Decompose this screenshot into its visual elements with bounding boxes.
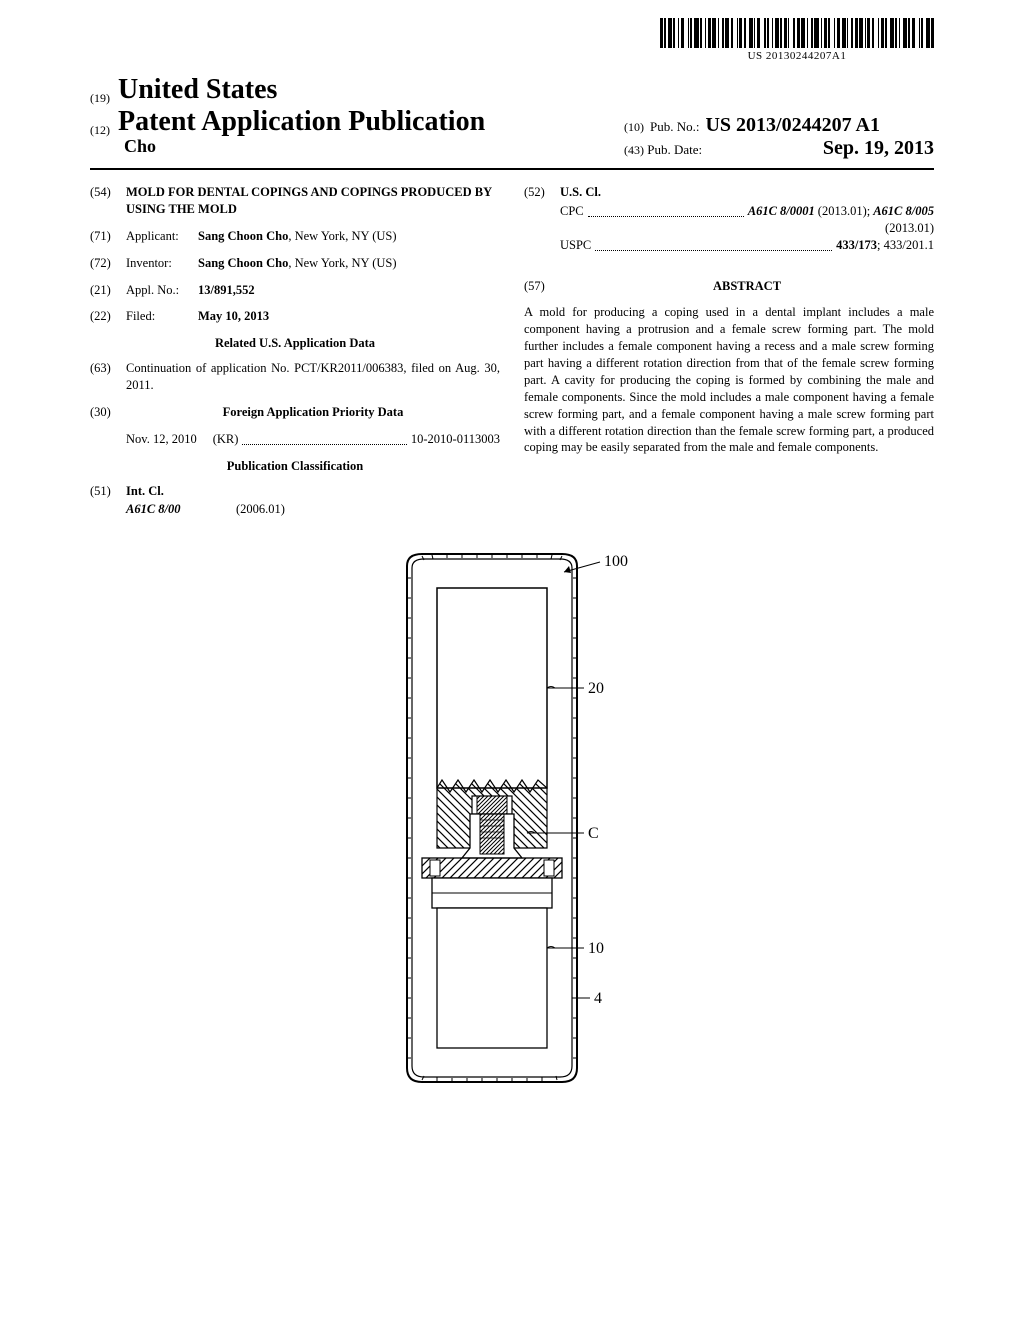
related-heading: Related U.S. Application Data — [90, 335, 500, 352]
pub-no-num: (10) — [624, 120, 644, 135]
appl-no-num: (21) — [90, 282, 126, 299]
country-code-num: (19) — [90, 91, 110, 106]
appl-no-label: Appl. No.: — [126, 282, 198, 299]
int-cl-code: A61C 8/00 — [126, 501, 236, 518]
country: United States — [118, 74, 277, 106]
pub-date-num: (43) — [624, 143, 644, 157]
cpc-code-2: A61C 8/005 — [873, 203, 934, 220]
barcode-block: US 20130244207A1 — [660, 18, 934, 62]
uspc-label: USPC — [560, 237, 591, 254]
invention-title: MOLD FOR DENTAL COPINGS AND COPINGS PROD… — [126, 184, 500, 218]
figure-container: 100 20 C 10 4 — [90, 548, 934, 1093]
header: (19) United States (12) Patent Applicati… — [90, 74, 934, 160]
fig-label-c: C — [588, 825, 599, 842]
int-cl-year: (2006.01) — [236, 501, 285, 518]
foreign-app-num: 10-2010-0113003 — [411, 431, 500, 448]
right-column: (52) U.S. Cl. CPC A61C 8/0001 (2013.01);… — [524, 184, 934, 518]
inventor-suffix: , New York, NY (US) — [288, 256, 396, 270]
header-divider — [90, 168, 934, 170]
foreign-heading-num: (30) — [90, 404, 126, 421]
inventor-num: (72) — [90, 255, 126, 272]
int-cl-num: (51) — [90, 483, 126, 500]
cpc-year-2: (2013.01) — [524, 220, 934, 237]
classification-heading: Publication Classification — [90, 458, 500, 475]
cpc-year-1: (2013.01); — [818, 203, 870, 220]
abstract-num: (57) — [524, 278, 560, 295]
fig-label-10: 10 — [588, 940, 604, 957]
left-column: (54) MOLD FOR DENTAL COPINGS AND COPINGS… — [90, 184, 500, 518]
dotted-leader — [588, 215, 744, 217]
pub-date-value: Sep. 19, 2013 — [823, 137, 934, 160]
fig-label-4: 4 — [594, 990, 602, 1007]
us-cl-num: (52) — [524, 184, 560, 201]
patent-figure: 100 20 C 10 4 — [332, 548, 692, 1088]
kind-code-num: (12) — [90, 123, 110, 138]
us-cl-label: U.S. Cl. — [560, 184, 934, 201]
appl-no-value: 13/891,552 — [198, 282, 500, 299]
dotted-leader — [595, 249, 832, 251]
applicant-suffix: , New York, NY (US) — [288, 229, 396, 243]
title-num: (54) — [90, 184, 126, 218]
publication-kind: Patent Application Publication — [118, 106, 485, 138]
barcode — [660, 18, 934, 48]
barcode-text: US 20130244207A1 — [660, 50, 934, 62]
foreign-country: (KR) — [213, 431, 239, 448]
fig-label-100: 100 — [604, 553, 628, 570]
pub-no-value: US 2013/0244207 A1 — [705, 114, 879, 137]
applicant-num: (71) — [90, 228, 126, 245]
pub-date-label: Pub. Date: — [647, 142, 702, 157]
main-columns: (54) MOLD FOR DENTAL COPINGS AND COPINGS… — [90, 184, 934, 518]
inventor-name: Sang Choon Cho — [198, 256, 288, 270]
filed-num: (22) — [90, 308, 126, 325]
filed-label: Filed: — [126, 308, 198, 325]
abstract-text: A mold for producing a coping used in a … — [524, 304, 934, 456]
cpc-label: CPC — [560, 203, 584, 220]
inventor-header-name: Cho — [124, 136, 485, 157]
dotted-leader — [242, 443, 406, 445]
inventor-label: Inventor: — [126, 255, 198, 272]
cpc-code-1: A61C 8/0001 — [748, 203, 815, 220]
abstract-heading: ABSTRACT — [560, 278, 934, 295]
pub-no-label: Pub. No.: — [650, 119, 699, 135]
fig-label-20: 20 — [588, 680, 604, 697]
filed-value: May 10, 2013 — [198, 308, 500, 325]
foreign-heading: Foreign Application Priority Data — [126, 404, 500, 421]
applicant-label: Applicant: — [126, 228, 198, 245]
continuation-num: (63) — [90, 360, 126, 394]
uspc-codes-bold: 433/173 — [836, 237, 877, 254]
int-cl-label: Int. Cl. — [126, 483, 500, 500]
uspc-codes-rest: ; 433/201.1 — [877, 237, 934, 254]
applicant-name: Sang Choon Cho — [198, 229, 288, 243]
foreign-date: Nov. 12, 2010 — [126, 431, 197, 448]
continuation-text: Continuation of application No. PCT/KR20… — [126, 360, 500, 394]
